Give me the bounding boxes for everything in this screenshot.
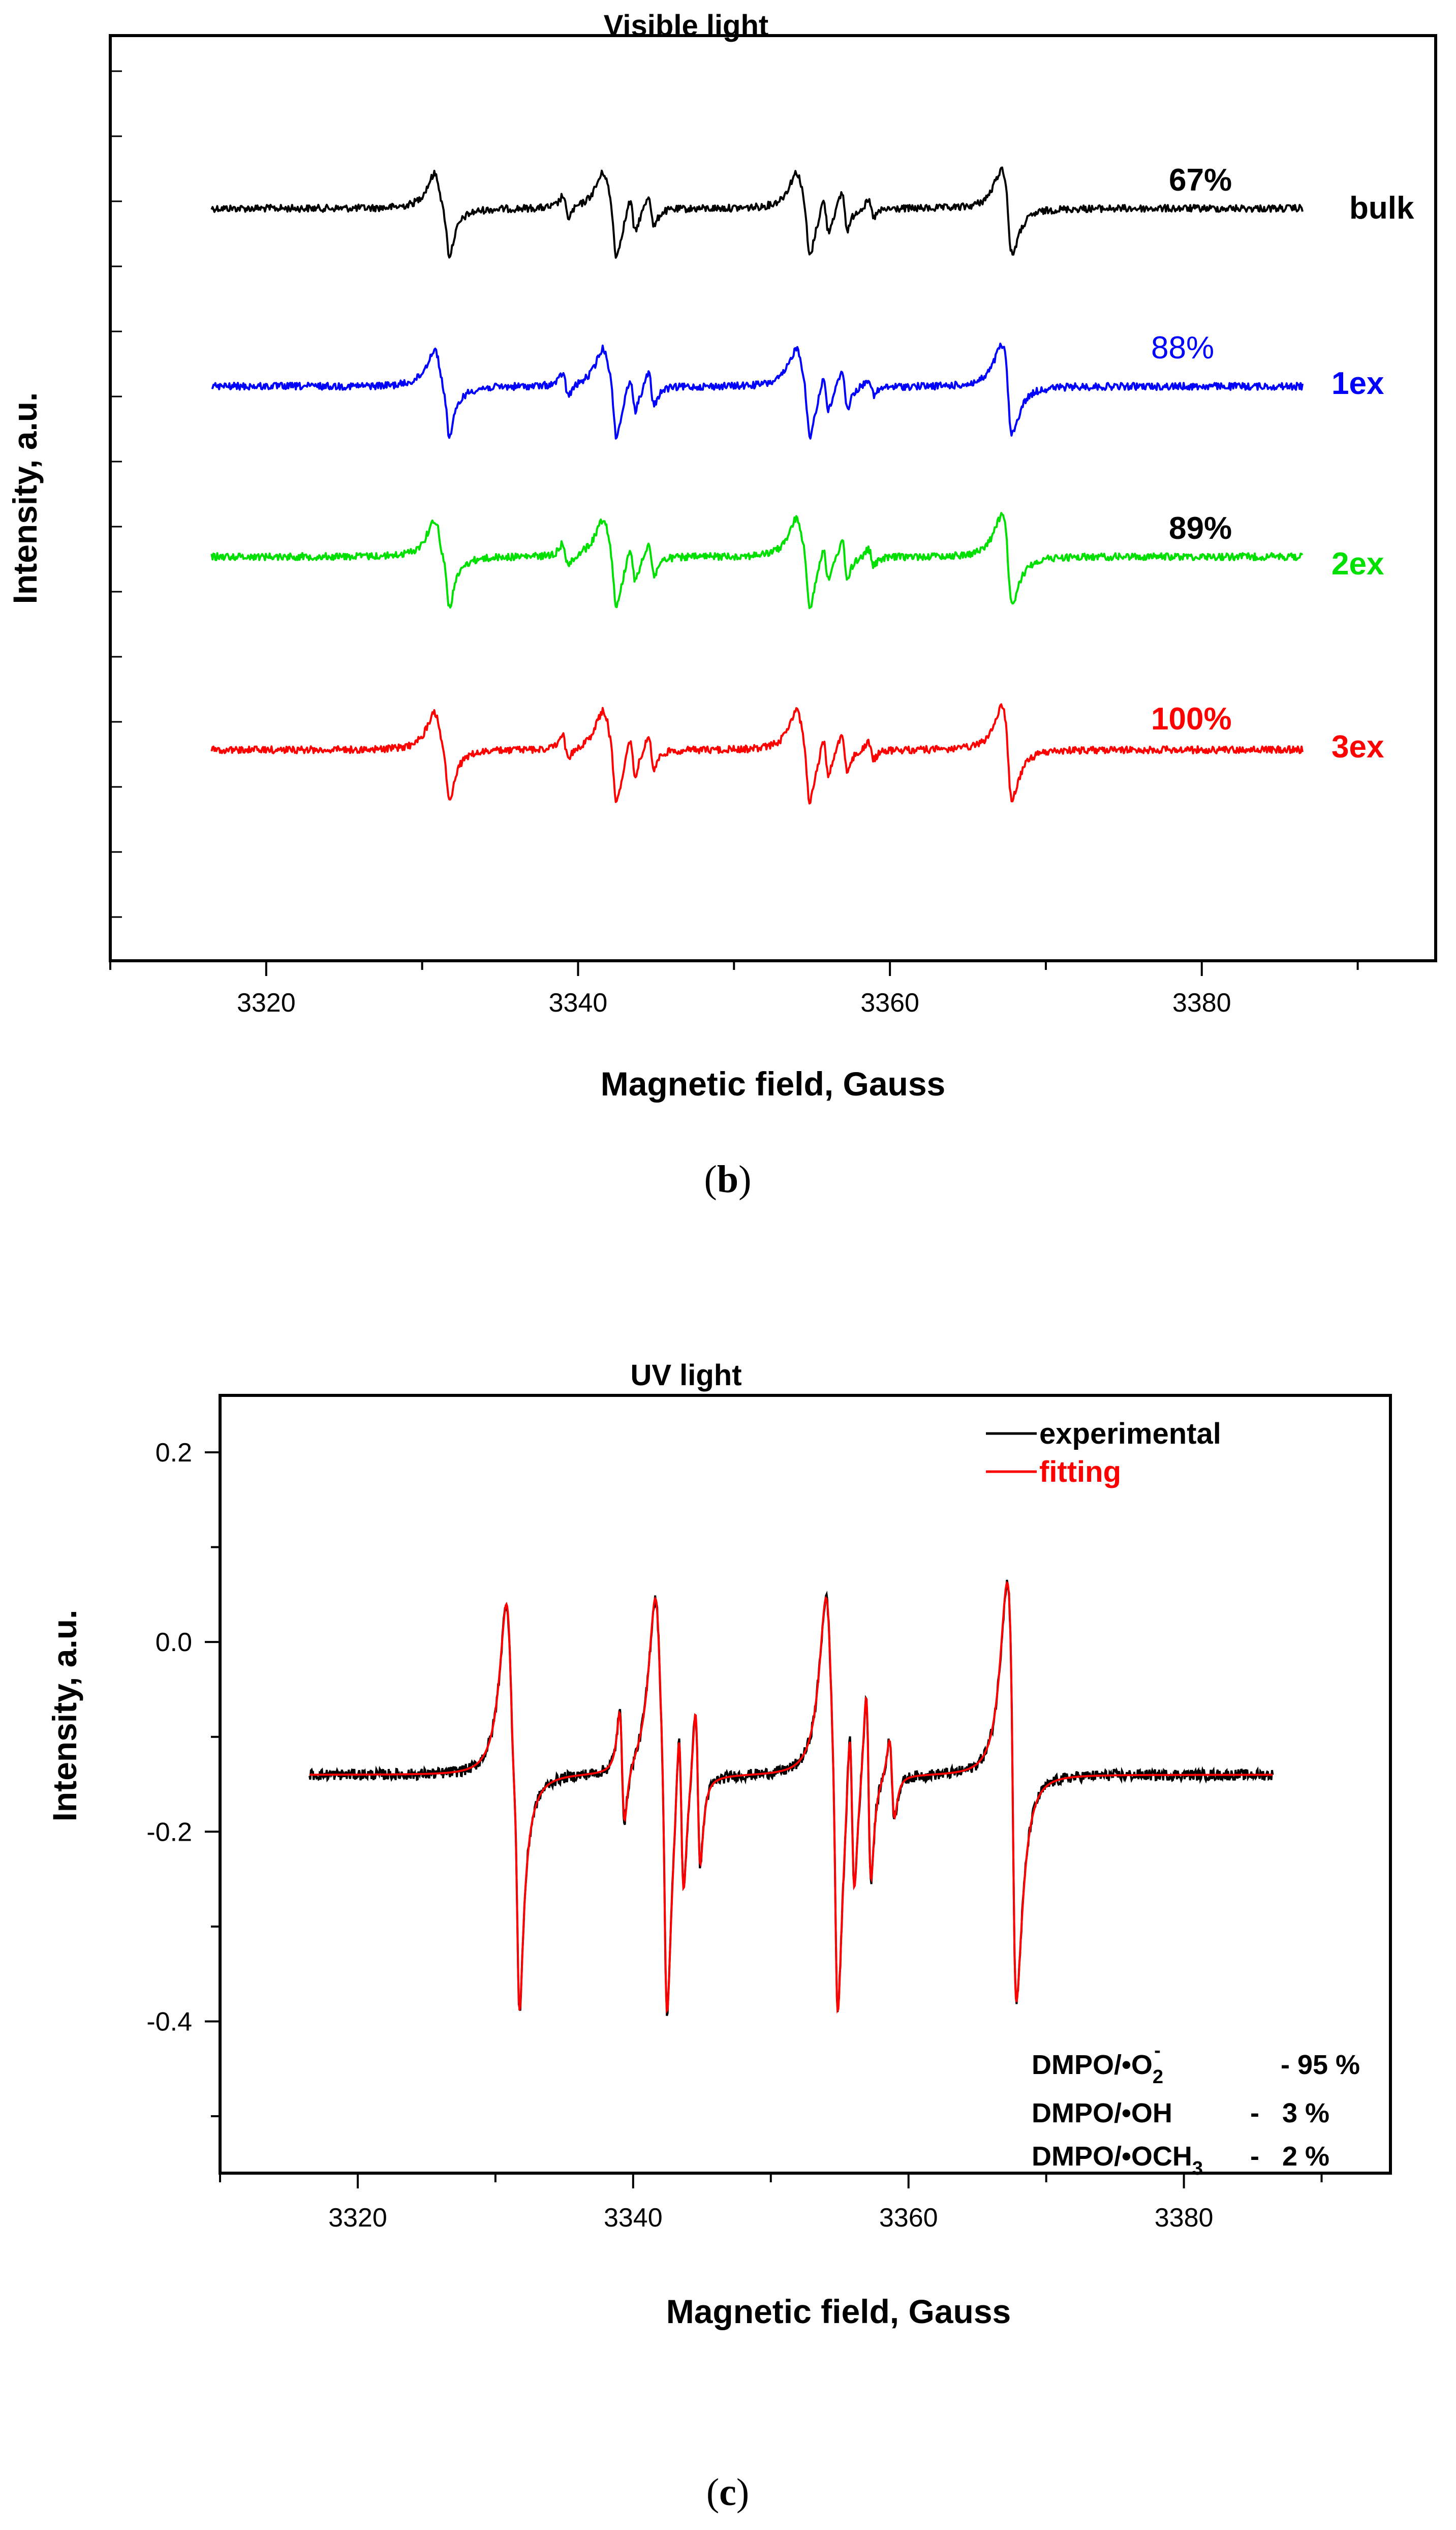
efficiency-label-2ex: 89% bbox=[1169, 511, 1232, 546]
x-tick-label: 3340 bbox=[549, 988, 608, 1018]
component-species-oh: DMPO/•OH bbox=[1032, 2098, 1172, 2128]
y-axis-ticks bbox=[110, 70, 122, 918]
y-tick-label: 0.2 bbox=[156, 1438, 192, 1468]
spectrum-line-2ex bbox=[210, 512, 1304, 609]
caption-c: (c) bbox=[706, 2471, 749, 2514]
x-tick-label: 3320 bbox=[328, 2203, 387, 2233]
chart-uv-light: UV light 3320 3340 3360 3380-0.4-0.20.00.2 … bbox=[46, 1359, 1392, 2330]
efficiency-label-1ex: 88% bbox=[1151, 330, 1214, 365]
legend-label-experimental: experimental bbox=[1039, 1417, 1221, 1450]
plot-frame bbox=[219, 1394, 1392, 2175]
spectrum-line-1ex bbox=[211, 343, 1304, 440]
component-share-och3: - 2 % bbox=[1250, 2141, 1329, 2172]
x-tick-label: 3380 bbox=[1155, 2203, 1214, 2233]
efficiency-label-bulk: 67% bbox=[1169, 163, 1232, 198]
chart-title: UV light bbox=[630, 1359, 741, 1392]
y-tick-label: 0.0 bbox=[156, 1628, 192, 1657]
spectrum-line-experimental bbox=[308, 1579, 1274, 2016]
spectrum-line-fitting bbox=[309, 1580, 1273, 2014]
component-share-o2: - 95 % bbox=[1281, 2050, 1360, 2080]
y-axis-label: Intensity, a.u. bbox=[46, 1610, 83, 1822]
series-label-bulk: bulk bbox=[1349, 191, 1414, 226]
series-label-2ex: 2ex bbox=[1331, 546, 1384, 582]
series-label-1ex: 1ex bbox=[1331, 366, 1384, 401]
y-tick-label: -0.2 bbox=[146, 1817, 192, 1847]
x-axis-label: Magnetic field, Gauss bbox=[601, 1065, 946, 1103]
chart-title: Visible light bbox=[604, 9, 768, 42]
y-axis-label: Intensity, a.u. bbox=[6, 392, 44, 604]
x-axis-ticks: 3320 3340 3360 3380 bbox=[109, 961, 1359, 1018]
x-tick-label: 3340 bbox=[604, 2203, 663, 2233]
spectrum-line-bulk bbox=[210, 166, 1304, 259]
spectrum-line-3ex bbox=[210, 703, 1304, 805]
spectra-traces bbox=[308, 1579, 1274, 2016]
chart-visible-light: Visible light 3320 3340 3360 3380 67% bulk … bbox=[6, 9, 1437, 1103]
component-share-oh: - 3 % bbox=[1250, 2098, 1329, 2128]
x-tick-label: 3360 bbox=[860, 988, 919, 1018]
component-table: DMPO/•O2- - 95 % DMPO/•OH - 3 % DMPO/•OC… bbox=[1032, 2040, 1360, 2179]
series-label-3ex: 3ex bbox=[1331, 729, 1384, 765]
y-tick-label: -0.4 bbox=[146, 2007, 192, 2036]
legend: experimental fitting bbox=[986, 1417, 1221, 1488]
efficiency-label-3ex: 100% bbox=[1151, 702, 1232, 737]
component-species-och3: DMPO/•OCH3 bbox=[1032, 2141, 1203, 2179]
x-tick-label: 3320 bbox=[237, 988, 296, 1018]
x-tick-label: 3380 bbox=[1172, 988, 1231, 1018]
caption-b: (b) bbox=[704, 1158, 752, 1201]
plot-frame bbox=[109, 34, 1437, 962]
x-axis-label: Magnetic field, Gauss bbox=[666, 2293, 1011, 2330]
spectra-traces bbox=[210, 166, 1304, 805]
legend-label-fitting: fitting bbox=[1039, 1455, 1121, 1488]
component-species-o2: DMPO/•O2- bbox=[1032, 2040, 1163, 2088]
x-tick-label: 3360 bbox=[879, 2203, 938, 2233]
axis-ticks: 3320 3340 3360 3380 -0.4 -0.2 0.0 0.2 bbox=[146, 1438, 1323, 2233]
